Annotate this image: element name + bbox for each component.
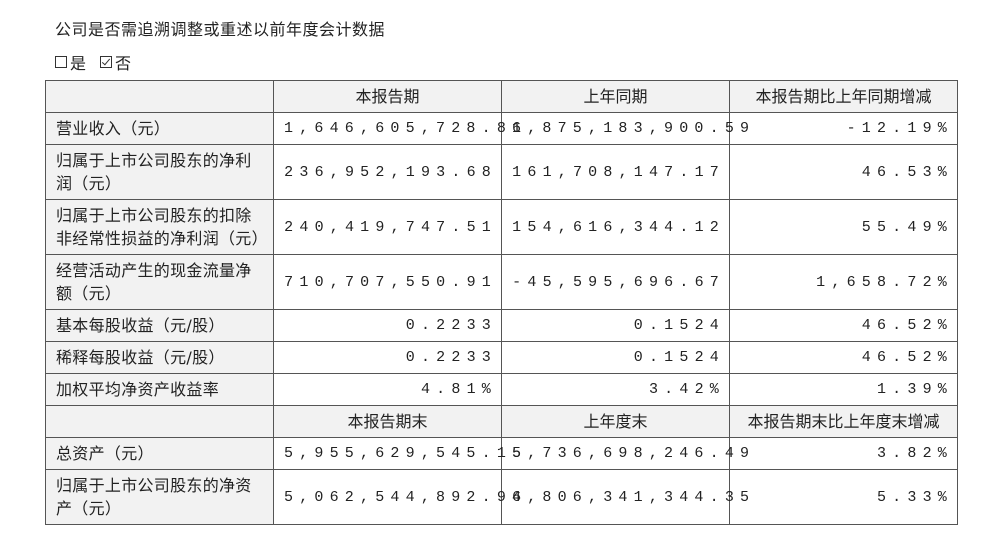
header-cell: 本报告期末比上年度末增减 xyxy=(729,405,958,438)
checkbox xyxy=(100,56,113,68)
value-cell: 710,707,550.91 xyxy=(273,254,502,310)
header-cell: 上年同期 xyxy=(501,80,730,113)
value-cell: -45,595,696.67 xyxy=(501,254,730,310)
value-cell: 55.49% xyxy=(729,199,958,255)
data-row: 归属于上市公司股东的净利润（元） 236,952,193.68 161,708,14… xyxy=(45,144,958,200)
value-cell: 4.81% xyxy=(273,373,502,406)
value-cell: 5,062,544,892.96 xyxy=(273,469,521,525)
title: 公司是否需追溯调整或重述以前年度会计数据 xyxy=(55,20,386,39)
value-cell: 1,658.72% xyxy=(729,254,958,310)
value-cell: 0.1524 xyxy=(501,341,730,374)
value-cell: 1.39% xyxy=(729,373,958,406)
value-cell: 46.53% xyxy=(729,144,958,200)
row-label: 归属于上市公司股东的净利润（元） xyxy=(45,144,274,200)
data-row: 基本每股收益（元/股） 0.2233 0.1524 46.52% xyxy=(45,309,958,342)
value-cell: 1,875,183,900.59 xyxy=(501,112,749,145)
value-cell: 0.1524 xyxy=(501,309,730,342)
header-cell: 本报告期末 xyxy=(273,405,502,438)
value-cell: 46.52% xyxy=(729,309,958,342)
row-label: 加权平均净资产收益率 xyxy=(45,373,274,406)
value-cell: 154,616,344.12 xyxy=(501,199,730,255)
row-label: 归属于上市公司股东的净资产（元） xyxy=(45,469,274,525)
value-cell: 1,646,605,728.86 xyxy=(273,112,521,145)
option: 是 xyxy=(55,50,86,74)
header-row: 本报告期末 上年度末 本报告期末比上年度末增减 xyxy=(45,405,958,438)
value-cell: 5,955,629,545.15 xyxy=(273,437,521,470)
value-cell: 46.52% xyxy=(729,341,958,374)
value-cell: 236,952,193.68 xyxy=(273,144,502,200)
header-cell xyxy=(45,80,274,113)
option-label: 否 xyxy=(115,54,132,73)
row-label: 营业收入（元） xyxy=(45,112,274,145)
value-cell: 3.82% xyxy=(729,437,958,470)
header-row: 本报告期 上年同期 本报告期比上年同期增减 xyxy=(45,80,958,113)
data-row: 经营活动产生的现金流量净额（元） 710,707,550.91 -45,595,69… xyxy=(45,254,958,310)
value-cell: -12.19% xyxy=(729,112,958,145)
data-row: 总资产（元） 5,955,629,545.15 5,736,698,246.49 3.… xyxy=(45,437,958,470)
option: 否 xyxy=(100,50,131,74)
options: 是否 xyxy=(55,50,131,74)
data-row: 归属于上市公司股东的扣除非经常性损益的净利润（元） 240,419,747.51 1… xyxy=(45,199,958,255)
value-cell: 161,708,147.17 xyxy=(501,144,730,200)
value-cell: 240,419,747.51 xyxy=(273,199,502,255)
header-cell: 上年度末 xyxy=(501,405,730,438)
value-cell: 4,806,341,344.35 xyxy=(501,469,749,525)
data-table: 本报告期 上年同期 本报告期比上年同期增减 营业收入（元） 1,646,605,728.… xyxy=(45,80,958,525)
value-cell: 5.33% xyxy=(729,469,958,525)
value-cell: 0.2233 xyxy=(273,341,502,374)
data-row: 稀释每股收益（元/股） 0.2233 0.1524 46.52% xyxy=(45,341,958,374)
data-row: 营业收入（元） 1,646,605,728.86 1,875,183,900.59-… xyxy=(45,112,958,145)
data-row: 归属于上市公司股东的净资产（元） 5,062,544,892.96 4,806,34… xyxy=(45,469,958,525)
row-label: 总资产（元） xyxy=(45,437,274,470)
row-label: 基本每股收益（元/股） xyxy=(45,309,274,342)
option-label: 是 xyxy=(70,54,87,73)
value-cell: 5,736,698,246.49 xyxy=(501,437,749,470)
row-label: 归属于上市公司股东的扣除非经常性损益的净利润（元） xyxy=(45,199,274,255)
data-row: 加权平均净资产收益率 4.81% 3.42% 1.39% xyxy=(45,373,958,406)
header-cell: 本报告期 xyxy=(273,80,502,113)
checkbox xyxy=(55,56,67,68)
value-cell: 3.42% xyxy=(501,373,730,406)
value-cell: 0.2233 xyxy=(273,309,502,342)
header-cell xyxy=(45,405,274,438)
row-label: 稀释每股收益（元/股） xyxy=(45,341,274,374)
header-cell: 本报告期比上年同期增减 xyxy=(729,80,958,113)
row-label: 经营活动产生的现金流量净额（元） xyxy=(45,254,274,310)
